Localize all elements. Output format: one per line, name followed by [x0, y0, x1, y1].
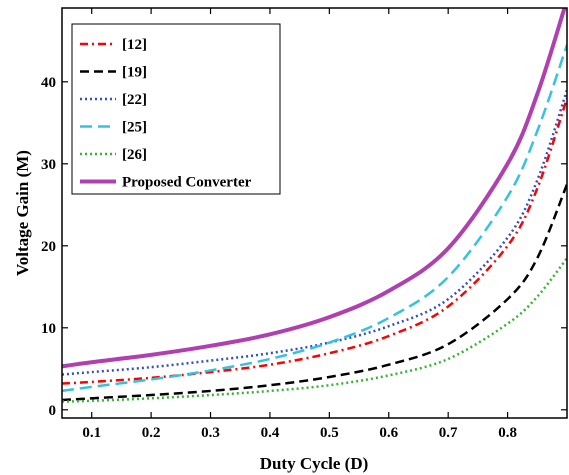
y-tick-label: 0 — [49, 403, 57, 419]
series-layer — [62, 8, 567, 403]
legend-box — [71, 23, 281, 195]
legend-label-3: [25] — [122, 120, 147, 136]
x-axis-label: Duty Cycle (D) — [260, 454, 369, 473]
series-line-3 — [62, 44, 567, 393]
plot-area-frame — [61, 7, 568, 419]
x-tick-label: 0.4 — [261, 425, 280, 441]
series-line-5 — [62, 8, 567, 369]
x-axis: 0.1 0.2 0.3 0.4 0.5 0.6 0.7 0.8 — [82, 8, 517, 441]
x-tick-label: 0.6 — [379, 425, 398, 441]
x-tick-label: 0.5 — [320, 425, 339, 441]
y-tick-label: 40 — [41, 75, 56, 91]
x-tick-label: 0.7 — [439, 425, 458, 441]
y-tick-label: 20 — [41, 239, 56, 255]
legend-label-5: Proposed Converter — [122, 175, 252, 191]
y-axis: 0 10 20 30 40 — [41, 75, 567, 419]
legend-label-1: [19] — [122, 65, 147, 81]
x-tick-label: 0.3 — [201, 425, 220, 441]
legend-label-0: [12] — [122, 37, 147, 53]
x-tick-label: 0.1 — [82, 425, 101, 441]
legend: [12] [19] [22] [25] [26] Proposed Converter — [71, 23, 281, 195]
y-axis-label: Voltage Gain (M) — [13, 150, 32, 276]
legend-label-4: [26] — [122, 147, 147, 163]
series-line-4 — [62, 257, 567, 403]
series-line-0 — [62, 97, 567, 385]
legend-label-2: [22] — [122, 92, 147, 108]
x-tick-label: 0.2 — [142, 425, 161, 441]
series-line-1 — [62, 183, 567, 402]
y-tick-label: 30 — [41, 157, 56, 173]
y-tick-label: 10 — [41, 321, 56, 337]
x-tick-label: 0.8 — [498, 425, 517, 441]
